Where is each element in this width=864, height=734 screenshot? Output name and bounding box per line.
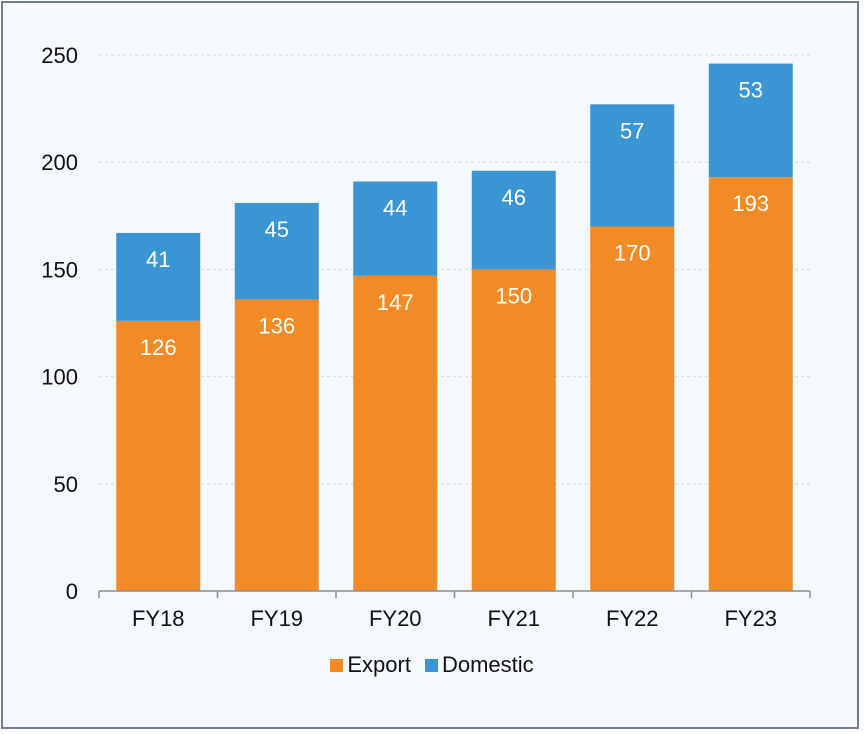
x-tick-label: FY18 [132, 606, 185, 631]
x-tick-label: FY23 [724, 606, 777, 631]
data-label-export: 136 [258, 313, 295, 338]
y-tick-label: 50 [54, 472, 78, 497]
y-tick-label: 250 [41, 43, 78, 68]
data-label-domestic: 46 [502, 185, 526, 210]
legend-item-domestic: Domestic [424, 652, 534, 678]
data-label-export: 193 [732, 191, 769, 216]
bar-domestic-fy20 [353, 181, 438, 276]
x-tick-label: FY20 [369, 606, 422, 631]
x-tick-label: FY22 [606, 606, 659, 631]
x-tick-label: FY21 [487, 606, 540, 631]
y-tick-label: 0 [66, 579, 78, 604]
legend-label-export: Export [347, 652, 411, 677]
data-label-domestic: 53 [739, 78, 763, 103]
labels: 0 50 100 150 200 250 126 41 FY18 136 45 FY19 147 44 FY… [41, 43, 777, 631]
legend-swatch-export [330, 658, 344, 672]
bar-domestic-fy19 [234, 202, 319, 300]
bar-domestic-fy22 [590, 104, 675, 227]
bar-export-fy22 [590, 226, 675, 591]
legend-label-domestic: Domestic [441, 652, 534, 677]
x-tick-label: FY19 [250, 606, 303, 631]
data-label-domestic: 45 [265, 217, 289, 242]
bars [116, 63, 793, 591]
data-label-domestic: 44 [383, 195, 407, 220]
data-label-domestic: 41 [146, 247, 170, 272]
bar-export-fy21 [471, 269, 556, 591]
legend: Export Domestic [0, 652, 864, 678]
y-tick-label: 200 [41, 150, 78, 175]
data-label-export: 147 [377, 290, 414, 315]
bar-domestic-fy21 [471, 170, 556, 270]
bar-export-fy18 [116, 320, 201, 591]
bar-export-fy23 [708, 177, 793, 591]
bar-domestic-fy23 [708, 63, 793, 178]
data-label-export: 170 [614, 241, 651, 266]
legend-item-export: Export [330, 652, 411, 678]
y-tick-label: 150 [41, 257, 78, 282]
bar-domestic-fy18 [116, 232, 201, 321]
legend-swatch-domestic [424, 658, 438, 672]
data-label-export: 126 [140, 335, 177, 360]
bar-export-fy20 [353, 275, 438, 591]
bar-export-fy19 [234, 299, 319, 591]
data-label-export: 150 [495, 283, 532, 308]
data-label-domestic: 57 [620, 118, 644, 143]
gridlines [99, 54, 810, 485]
axes [98, 590, 811, 598]
y-tick-label: 100 [41, 365, 78, 390]
